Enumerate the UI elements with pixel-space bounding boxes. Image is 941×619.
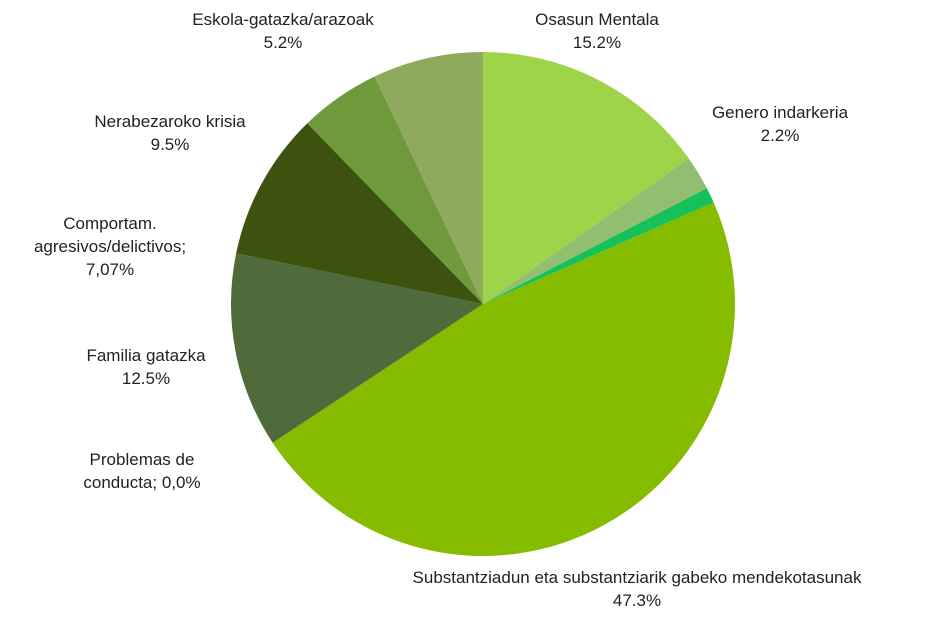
value-label: 5.2%	[263, 33, 303, 52]
category-label: Genero indarkeria	[711, 103, 849, 122]
category-label: Eskola-gatazka/arazoak	[192, 10, 374, 29]
pie-slice	[483, 158, 707, 304]
pie-slice	[483, 52, 689, 304]
slice-label: Eskola-gatazka/arazoak 5.2%	[153, 8, 413, 54]
category-label: Osasun Mentala	[535, 10, 659, 29]
slice-label: Comportam. agresivos/delictivos; 7,07%	[3, 212, 218, 281]
value-label: 0,0%	[161, 473, 201, 492]
pie-slice	[307, 76, 483, 304]
slice-label: Problemas de conducta; 0,0%	[57, 448, 227, 494]
category-label: Comportam. agresivos/delictivos;	[33, 214, 187, 256]
pie-slice	[236, 123, 483, 304]
slice-label: Genero indarkeria 2.2%	[660, 101, 900, 147]
value-label: 9.5%	[150, 135, 190, 154]
pie-slice	[272, 202, 735, 556]
slice-label: Substantziadun eta substantziarik gabeko…	[327, 566, 941, 612]
value-label: 2.2%	[760, 126, 800, 145]
slice-label: Familia gatazka 12.5%	[46, 344, 246, 390]
value-label: 12.5%	[121, 369, 171, 388]
category-label: Nerabezaroko krisia	[94, 112, 246, 131]
category-label: Familia gatazka	[86, 346, 206, 365]
slice-label: Nerabezaroko krisia 9.5%	[50, 110, 290, 156]
pie-slice	[231, 253, 483, 443]
category-label: Substantziadun eta substantziarik gabeko…	[412, 568, 862, 587]
pie-slice	[483, 188, 714, 304]
slice-label: Osasun Mentala 15.2%	[447, 8, 747, 54]
value-label: 7,07%	[85, 260, 135, 279]
value-label: 15.2%	[572, 33, 622, 52]
pie-slice	[374, 52, 483, 304]
value-label: 47.3%	[612, 591, 662, 610]
category-label: Problemas de conducta;	[83, 450, 195, 492]
